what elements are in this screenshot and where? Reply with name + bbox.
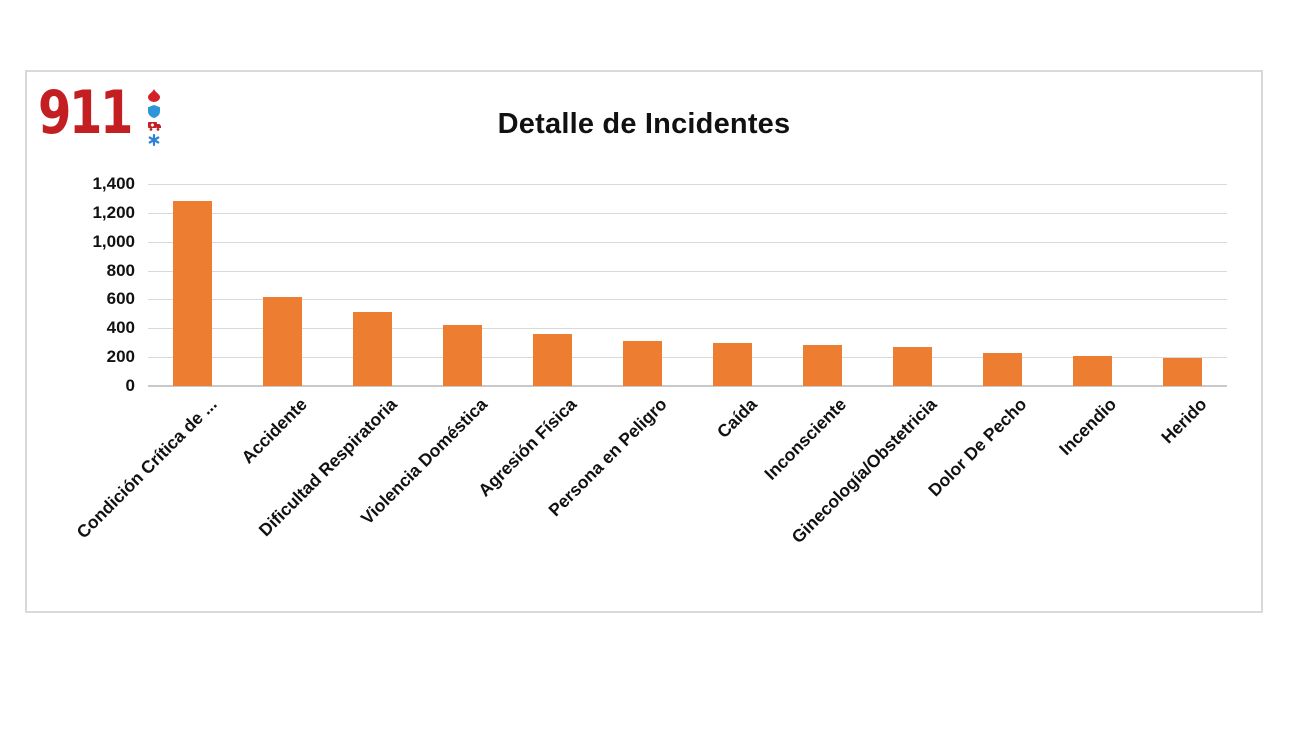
y-axis-tick-label: 200 [106, 347, 135, 367]
bar-3 [443, 324, 483, 386]
y-axis-tick-label: 0 [125, 376, 135, 395]
bar-10 [1072, 356, 1112, 386]
gridline [148, 212, 1227, 214]
bar-4 [533, 334, 573, 386]
bar-8 [892, 347, 932, 386]
x-axis-label: Ginecología/Obstetricia [787, 394, 941, 548]
bar-5 [623, 340, 663, 386]
plot-area [148, 184, 1227, 387]
bar-1 [263, 296, 303, 386]
logo-911-text: 911 [38, 78, 133, 148]
chart-card: 911 D [25, 70, 1263, 613]
bar-2 [353, 312, 393, 386]
logo-911: 911 [38, 78, 162, 148]
chart-title: Detalle de Incidentes [497, 108, 791, 140]
bar-6 [712, 343, 752, 386]
shield-icon [148, 105, 161, 118]
x-axis-label: Condición Crítica de ... [72, 394, 222, 543]
y-axis-tick-label: 400 [106, 318, 135, 338]
y-axis-tick-label: 1,200 [92, 202, 135, 222]
y-axis-tick-label: 1,000 [92, 231, 135, 251]
bar-11 [1162, 357, 1202, 386]
y-axis-tick-label: 600 [106, 289, 135, 309]
x-axis: Condición Crítica de ... Accidente Dificul… [73, 394, 1227, 604]
flame-icon [148, 89, 161, 102]
x-axis-label: Inconsciente [760, 394, 851, 484]
gridline [148, 357, 1227, 359]
x-axis-label: Caída [712, 394, 761, 442]
x-axis-line [148, 385, 1227, 387]
gridline [148, 270, 1227, 272]
gridline [148, 184, 1227, 185]
star-of-life-icon [148, 134, 160, 146]
gridline [148, 328, 1227, 330]
x-axis-label: Accidente [237, 394, 312, 468]
ambulance-icon [148, 122, 162, 131]
y-axis-tick-label: 800 [106, 260, 135, 280]
y-axis-tick-label: 1,400 [92, 174, 135, 193]
x-axis-label: Herido [1156, 394, 1211, 448]
x-axis-label: Dolor De Pecho [924, 394, 1031, 501]
bar-7 [802, 344, 842, 386]
gridline [148, 299, 1227, 301]
bar-0 [173, 200, 213, 386]
y-axis: 0 200 400 600 800 1,000 1,200 1,400 [41, 174, 135, 395]
gridline [148, 241, 1227, 243]
x-axis-label: Incendio [1055, 394, 1121, 460]
bar-9 [982, 353, 1022, 386]
logo-icon-column [148, 89, 162, 146]
